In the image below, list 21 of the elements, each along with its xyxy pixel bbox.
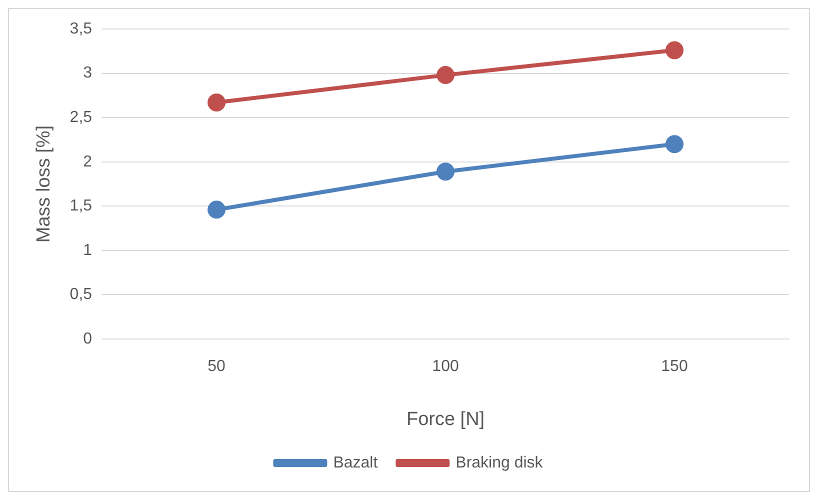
x-axis-title: Force [N] [406,408,485,430]
y-tick-label: 2,5 [70,108,92,126]
y-tick-label: 1,5 [70,198,92,215]
y-tick-label: 0 [83,330,92,348]
x-tick-label: 50 [208,358,226,376]
y-tick-label: 2 [83,153,92,170]
y-tick-label: 3,5 [70,20,92,38]
legend-label: Bazalt [333,454,378,472]
point [436,162,455,181]
point [436,66,455,84]
y-tick-label: 1 [83,242,92,259]
point [208,200,226,219]
y-tick-label: 0,5 [70,286,92,304]
y-axis-title: Mass loss [%] [34,125,55,243]
y-tick-label: 3 [83,64,92,82]
point [666,41,684,60]
x-tick-label: 100 [432,358,459,376]
point [666,135,684,154]
x-tick-label: 150 [661,358,688,376]
point [208,94,226,112]
legend-label: Braking disk [456,454,544,472]
